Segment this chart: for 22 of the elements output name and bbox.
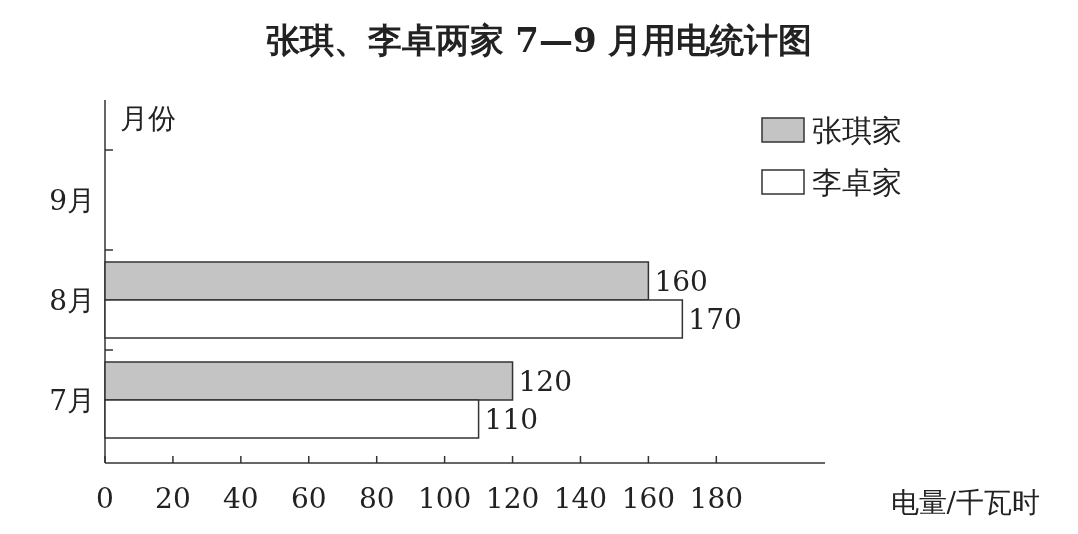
y-tick-label: 9月 (49, 184, 95, 217)
data-label: 110 (484, 403, 539, 436)
y-axis-title: 月份 (120, 102, 176, 135)
x-tick-label: 100 (417, 482, 472, 515)
legend-label: 李卓家 (812, 165, 902, 200)
x-tick-label: 0 (96, 482, 114, 515)
x-tick-label: 140 (553, 482, 608, 515)
x-tick-label: 160 (621, 482, 676, 515)
chart-title: 张琪、李卓两家 7—9 月用电统计图 (265, 20, 813, 60)
data-label: 170 (688, 303, 742, 336)
x-tick-label: 180 (689, 482, 744, 515)
x-tick-label: 20 (155, 482, 191, 515)
y-tick-label: 7月 (49, 384, 95, 417)
y-tick-label: 8月 (49, 284, 95, 317)
x-tick-label: 40 (223, 482, 259, 515)
x-tick-label: 60 (290, 482, 327, 515)
legend-label: 张琪家 (812, 113, 902, 148)
data-label: 120 (518, 365, 572, 398)
x-tick-label: 80 (358, 482, 395, 515)
data-label: 160 (654, 265, 708, 298)
x-tick-label: 120 (485, 482, 540, 515)
x-axis-title: 电量/千瓦时 (890, 486, 1040, 519)
